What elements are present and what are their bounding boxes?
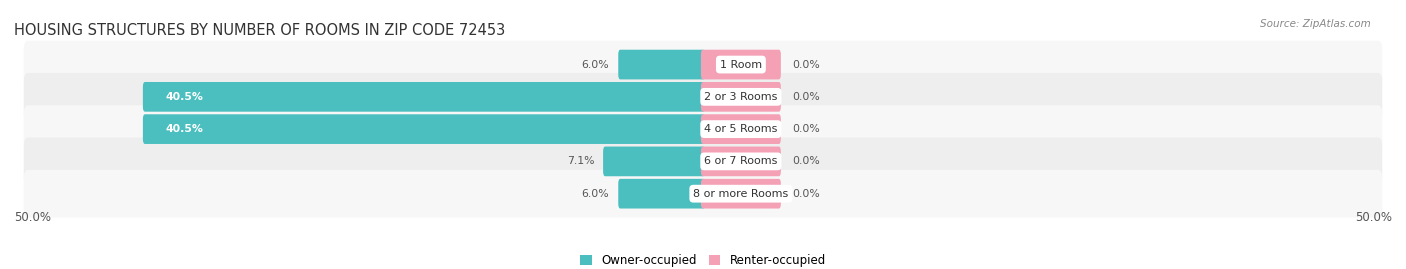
Text: 2 or 3 Rooms: 2 or 3 Rooms <box>704 92 778 102</box>
Text: 6 or 7 Rooms: 6 or 7 Rooms <box>704 156 778 167</box>
Text: HOUSING STRUCTURES BY NUMBER OF ROOMS IN ZIP CODE 72453: HOUSING STRUCTURES BY NUMBER OF ROOMS IN… <box>14 23 505 38</box>
Text: 50.0%: 50.0% <box>14 211 51 224</box>
Text: 1 Room: 1 Room <box>720 59 762 70</box>
FancyBboxPatch shape <box>24 105 1382 153</box>
Text: 8 or more Rooms: 8 or more Rooms <box>693 189 789 199</box>
Text: 6.0%: 6.0% <box>582 59 609 70</box>
FancyBboxPatch shape <box>143 114 704 144</box>
FancyBboxPatch shape <box>24 41 1382 89</box>
FancyBboxPatch shape <box>619 50 704 79</box>
FancyBboxPatch shape <box>619 179 704 208</box>
Text: 4 or 5 Rooms: 4 or 5 Rooms <box>704 124 778 134</box>
FancyBboxPatch shape <box>603 147 704 176</box>
FancyBboxPatch shape <box>702 147 780 176</box>
Text: 40.5%: 40.5% <box>166 124 204 134</box>
FancyBboxPatch shape <box>702 82 780 112</box>
Text: 0.0%: 0.0% <box>793 92 820 102</box>
Text: 7.1%: 7.1% <box>567 156 595 167</box>
Text: Source: ZipAtlas.com: Source: ZipAtlas.com <box>1260 19 1371 29</box>
Legend: Owner-occupied, Renter-occupied: Owner-occupied, Renter-occupied <box>575 249 831 269</box>
FancyBboxPatch shape <box>702 114 780 144</box>
FancyBboxPatch shape <box>24 137 1382 185</box>
FancyBboxPatch shape <box>702 179 780 208</box>
FancyBboxPatch shape <box>24 170 1382 218</box>
Text: 0.0%: 0.0% <box>793 124 820 134</box>
Text: 40.5%: 40.5% <box>166 92 204 102</box>
Text: 0.0%: 0.0% <box>793 59 820 70</box>
Text: 0.0%: 0.0% <box>793 156 820 167</box>
Text: 0.0%: 0.0% <box>793 189 820 199</box>
FancyBboxPatch shape <box>24 73 1382 121</box>
Text: 6.0%: 6.0% <box>582 189 609 199</box>
FancyBboxPatch shape <box>143 82 704 112</box>
Text: 50.0%: 50.0% <box>1355 211 1392 224</box>
FancyBboxPatch shape <box>702 50 780 79</box>
